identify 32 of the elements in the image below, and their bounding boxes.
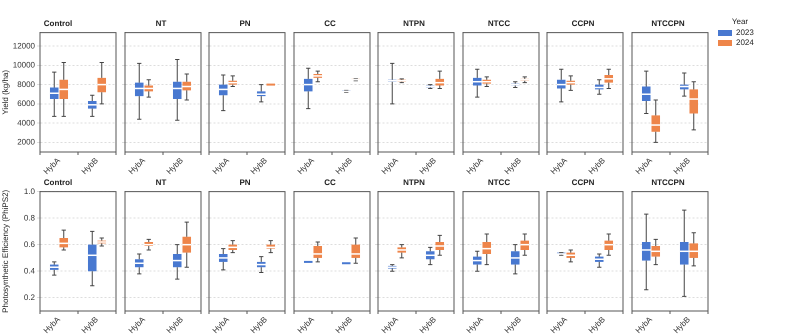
y-axis-title: Photosynthetic Efficiency (PhiPS2) <box>1 189 10 313</box>
y-tick-label: 12000 <box>12 41 36 50</box>
y-tick-label: 6000 <box>17 99 36 108</box>
y-tick-label: 10000 <box>12 60 36 70</box>
legend-label: 2024 <box>736 38 754 48</box>
chart-title: NTPN <box>403 178 426 188</box>
chart-title: PN <box>239 178 251 188</box>
chart-title: CC <box>324 19 336 28</box>
y-tick-label: 0.6 <box>24 240 36 249</box>
y-tick-label: 8000 <box>17 80 36 89</box>
chart-title: NTCC <box>488 19 510 28</box>
chart-title: PN <box>239 19 251 28</box>
chart-title: NTPN <box>403 19 426 28</box>
legend-label: 2023 <box>736 28 754 38</box>
chart-title: Control <box>44 178 72 188</box>
chart-title: CCPN <box>572 178 595 188</box>
y-axis-title: Yield (kg/ha) <box>1 70 10 115</box>
chart-title: NTCC <box>488 178 510 188</box>
chart-title: NTCCPN <box>651 19 685 28</box>
chart-title: CCPN <box>572 19 595 28</box>
legend-title: Year <box>732 17 748 26</box>
y-tick-label: 1.0 <box>24 186 36 196</box>
y-tick-label: 2000 <box>17 138 36 147</box>
chart-title: Control <box>44 19 72 28</box>
chart-title: NTCCPN <box>651 178 685 188</box>
y-tick-label: 0.8 <box>24 213 36 222</box>
chart-title: CC <box>324 178 336 188</box>
chart-title: NT <box>156 19 166 28</box>
chart-title: NT <box>156 178 166 188</box>
y-tick-label: 0.2 <box>24 292 36 302</box>
y-tick-label: 4000 <box>17 118 36 128</box>
y-tick-label: 0.4 <box>24 266 36 276</box>
